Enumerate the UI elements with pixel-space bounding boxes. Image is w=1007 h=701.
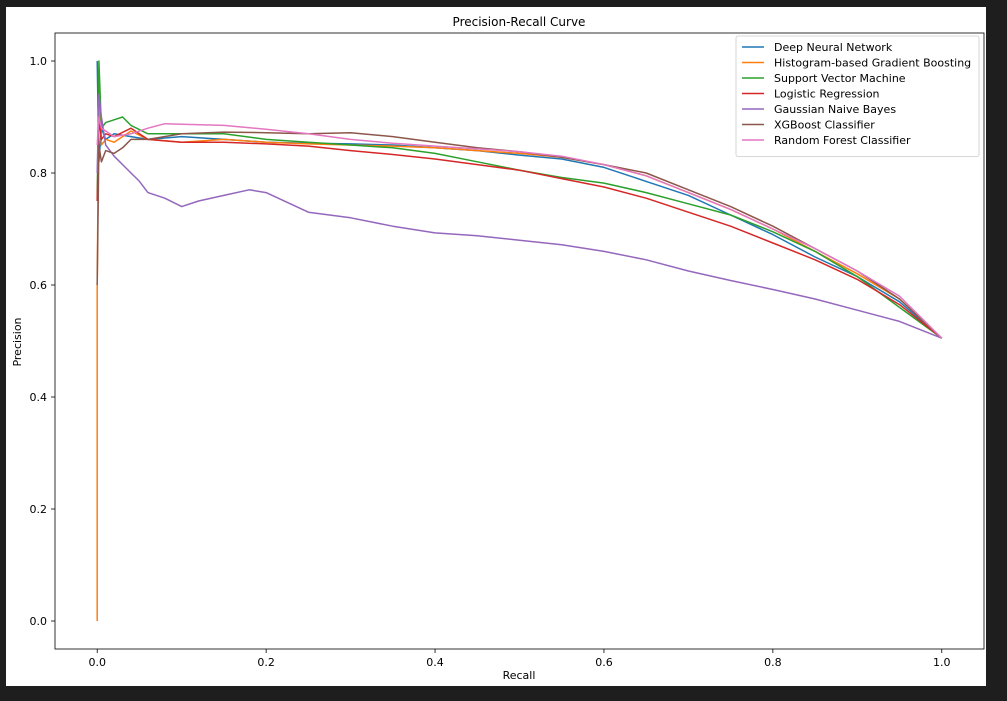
y-axis-label: Precision [11, 317, 24, 366]
legend: Deep Neural Network Histogram-based Gradi… [735, 35, 980, 157]
series-line-random-forest-classifier [96, 116, 943, 339]
y-tick-label: 0.4 [30, 391, 48, 404]
legend-entry: Gaussian Naive Bayes [774, 103, 896, 116]
y-axis: 0.0 0.2 0.4 0.6 0.8 1.0 [30, 55, 55, 628]
legend-entry: Random Forest Classifier [774, 134, 911, 147]
x-tick-label: 0.0 [88, 656, 106, 669]
x-axis: 0.0 0.2 0.4 0.6 0.8 1.0 [88, 649, 951, 669]
series-line-logistic-regression [96, 116, 943, 339]
x-axis-label: Recall [503, 669, 536, 682]
figure-canvas: Precision-Recall Curve 0.0 0.2 0.4 0.6 0.8 1.… [6, 7, 986, 686]
precision-recall-chart: Precision-Recall Curve 0.0 0.2 0.4 0.6 0.8 1.… [11, 15, 985, 682]
legend-entry: Histogram-based Gradient Boosting [774, 57, 971, 70]
series-line-support-vector-machine [96, 60, 943, 339]
legend-entry: Support Vector Machine [774, 72, 906, 85]
y-tick-label: 0.0 [30, 615, 48, 628]
x-tick-label: 0.6 [595, 656, 613, 669]
axes-frame [54, 32, 985, 650]
plot-area [96, 60, 943, 621]
x-tick-label: 0.8 [764, 656, 782, 669]
legend-entry: XGBoost Classifier [774, 119, 875, 132]
y-tick-label: 0.2 [30, 503, 48, 516]
x-tick-label: 0.4 [426, 656, 444, 669]
x-tick-label: 1.0 [933, 656, 951, 669]
series-line-histogram-based-gradient-boosting [96, 88, 943, 621]
x-tick-label: 0.2 [257, 656, 275, 669]
legend-entry: Deep Neural Network [774, 41, 893, 54]
legend-box [735, 35, 980, 157]
series-line-xgboost-classifier [96, 131, 943, 339]
series-line-gaussian-naive-bayes [96, 93, 943, 339]
chart-title: Precision-Recall Curve [453, 15, 586, 29]
y-tick-label: 0.8 [30, 167, 48, 180]
y-tick-label: 0.6 [30, 279, 48, 292]
legend-entry: Logistic Regression [774, 88, 880, 101]
y-tick-label: 1.0 [30, 55, 48, 68]
